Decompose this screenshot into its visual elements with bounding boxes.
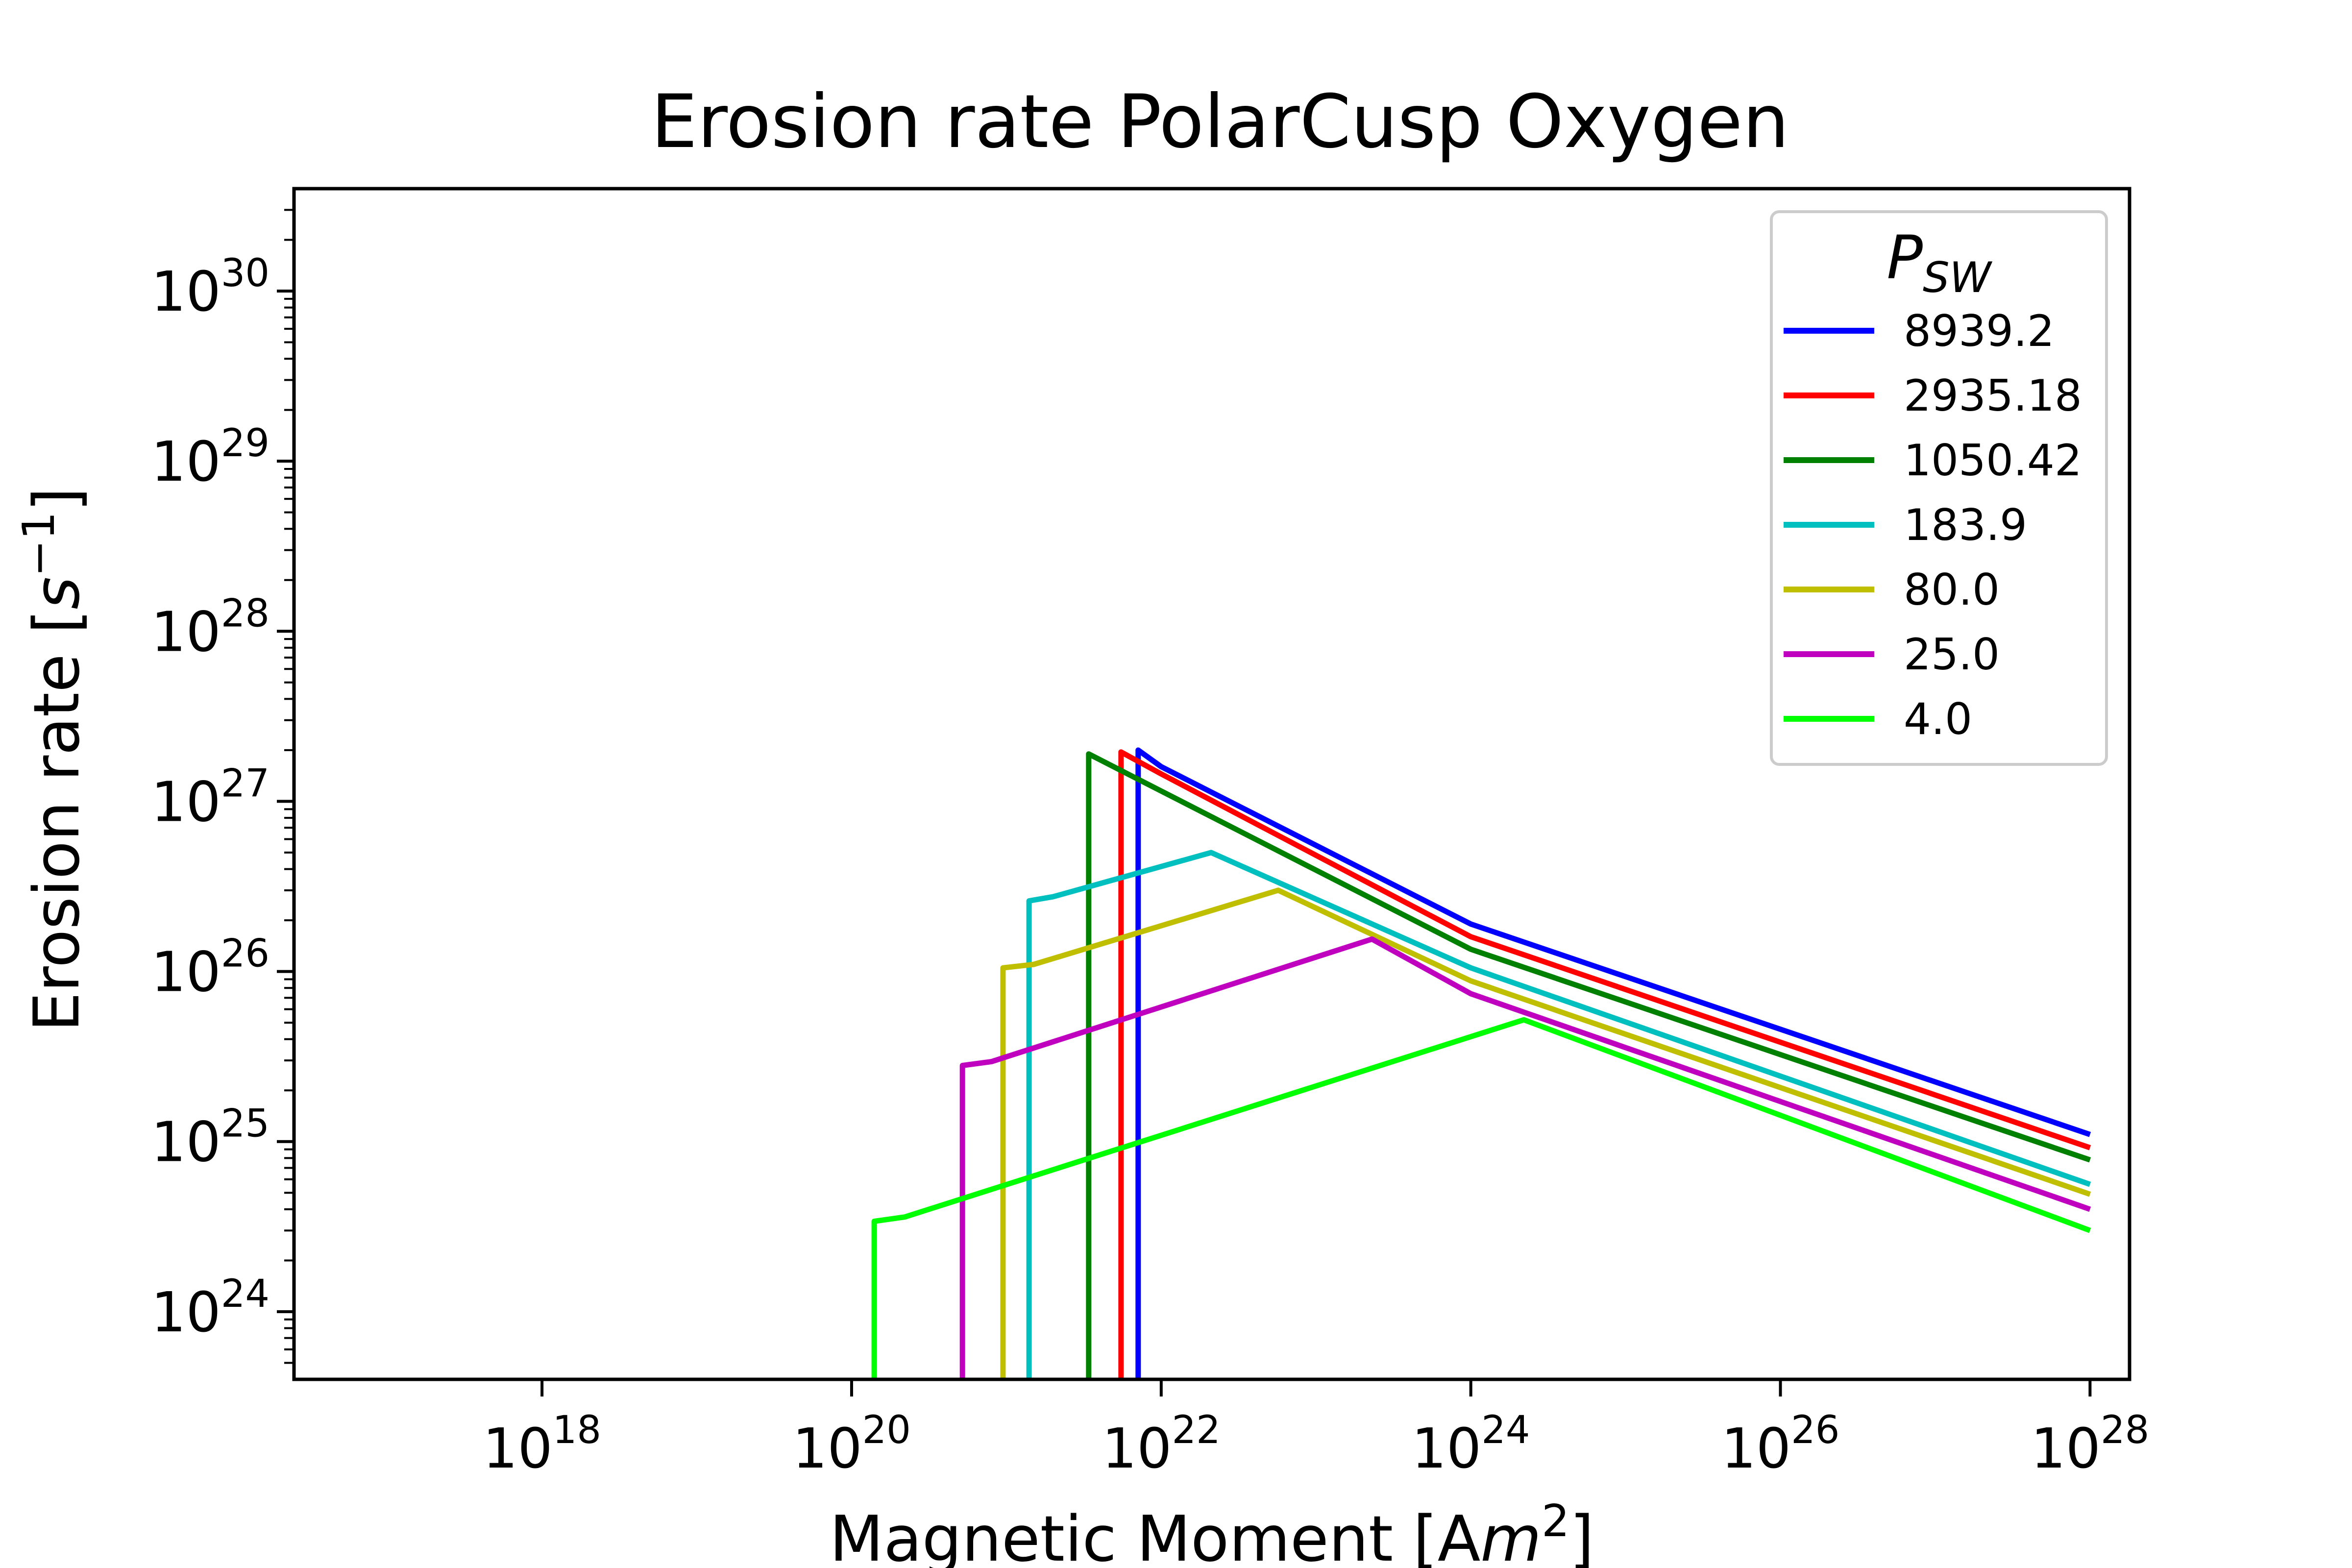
x-tick-label-4: 1026 <box>1721 1408 1840 1481</box>
series-line-4 <box>1000 887 2091 1379</box>
y-tick-label-2: 1026 <box>151 932 270 1004</box>
legend-label-4: 80.0 <box>1904 564 2000 615</box>
legend: PSW 8939.2 2935.18 1050.42 183.9 80.0 25.0 4.0 <box>1770 210 2108 766</box>
series-line-0 <box>1135 747 2091 1379</box>
legend-label-5: 25.0 <box>1904 629 2000 680</box>
legend-label-6: 4.0 <box>1904 694 1972 744</box>
series-line-1 <box>1118 749 2091 1379</box>
y-tick-label-1: 1025 <box>151 1102 270 1175</box>
x-tick-label-0: 1018 <box>483 1408 601 1481</box>
x-tick-label-2: 1022 <box>1102 1408 1221 1481</box>
legend-label-2: 1050.42 <box>1904 435 2082 486</box>
y-tick-label-3: 1027 <box>151 761 270 834</box>
x-tick-label-3: 1024 <box>1412 1408 1530 1481</box>
legend-label-3: 183.9 <box>1904 500 2027 550</box>
series-line-3 <box>1026 850 2091 1379</box>
y-tick-label-4: 1028 <box>151 591 270 664</box>
y-tick-label-5: 1029 <box>151 421 270 494</box>
chart-title: Erosion rate PolarCusp Oxygen <box>651 79 1789 165</box>
series-layer <box>871 747 2091 1379</box>
y-tick-label-6: 1030 <box>151 251 270 324</box>
tick-layer: 1018 1020 1022 1024 1026 1028 1024 1025 1026 1027… <box>151 209 2149 1481</box>
series-line-6 <box>871 1017 2091 1379</box>
legend-box <box>1770 210 2108 766</box>
x-axis-label: Magnetic Moment [Am2] <box>830 1495 1594 1568</box>
legend-label-0: 8939.2 <box>1904 306 2055 356</box>
x-tick-label-1: 1020 <box>792 1408 911 1481</box>
y-axis-label: Erosion rate [s−1] <box>13 487 94 1031</box>
legend-entries: 8939.2 2935.18 1050.42 183.9 80.0 25.0 4.0 <box>1784 306 2082 744</box>
x-tick-label-5: 1028 <box>2031 1408 2149 1481</box>
legend-label-1: 2935.18 <box>1904 370 2082 421</box>
plot-frame <box>292 187 2132 1381</box>
series-line-5 <box>959 936 2091 1379</box>
legend-title: PSW <box>1886 223 1992 302</box>
y-tick-label-0: 1024 <box>151 1272 270 1345</box>
series-line-2 <box>1086 751 2091 1379</box>
